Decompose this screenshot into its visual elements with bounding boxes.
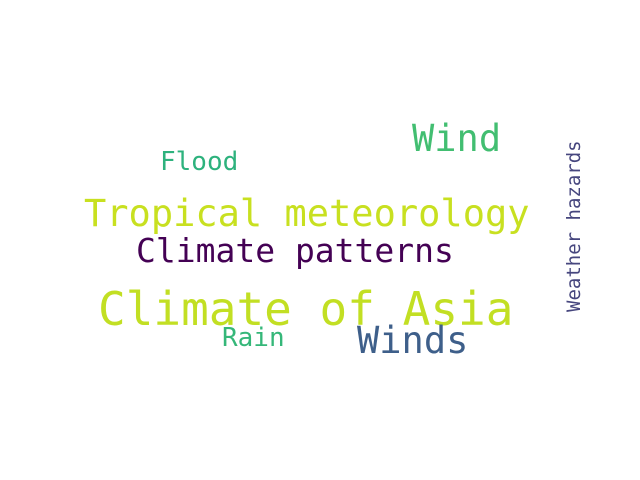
word-flood: Flood [160, 147, 239, 177]
word-tropical-meteorology: Tropical meteorology [84, 192, 530, 235]
word-winds: Winds [357, 319, 469, 362]
word-climate-of-asia: Climate of Asia [98, 282, 514, 336]
word-rain: Rain [222, 323, 285, 353]
word-climate-patterns: Climate patterns [136, 231, 454, 270]
word-wind: Wind [412, 117, 502, 160]
word-weather-hazards: Weather hazards [563, 140, 585, 312]
